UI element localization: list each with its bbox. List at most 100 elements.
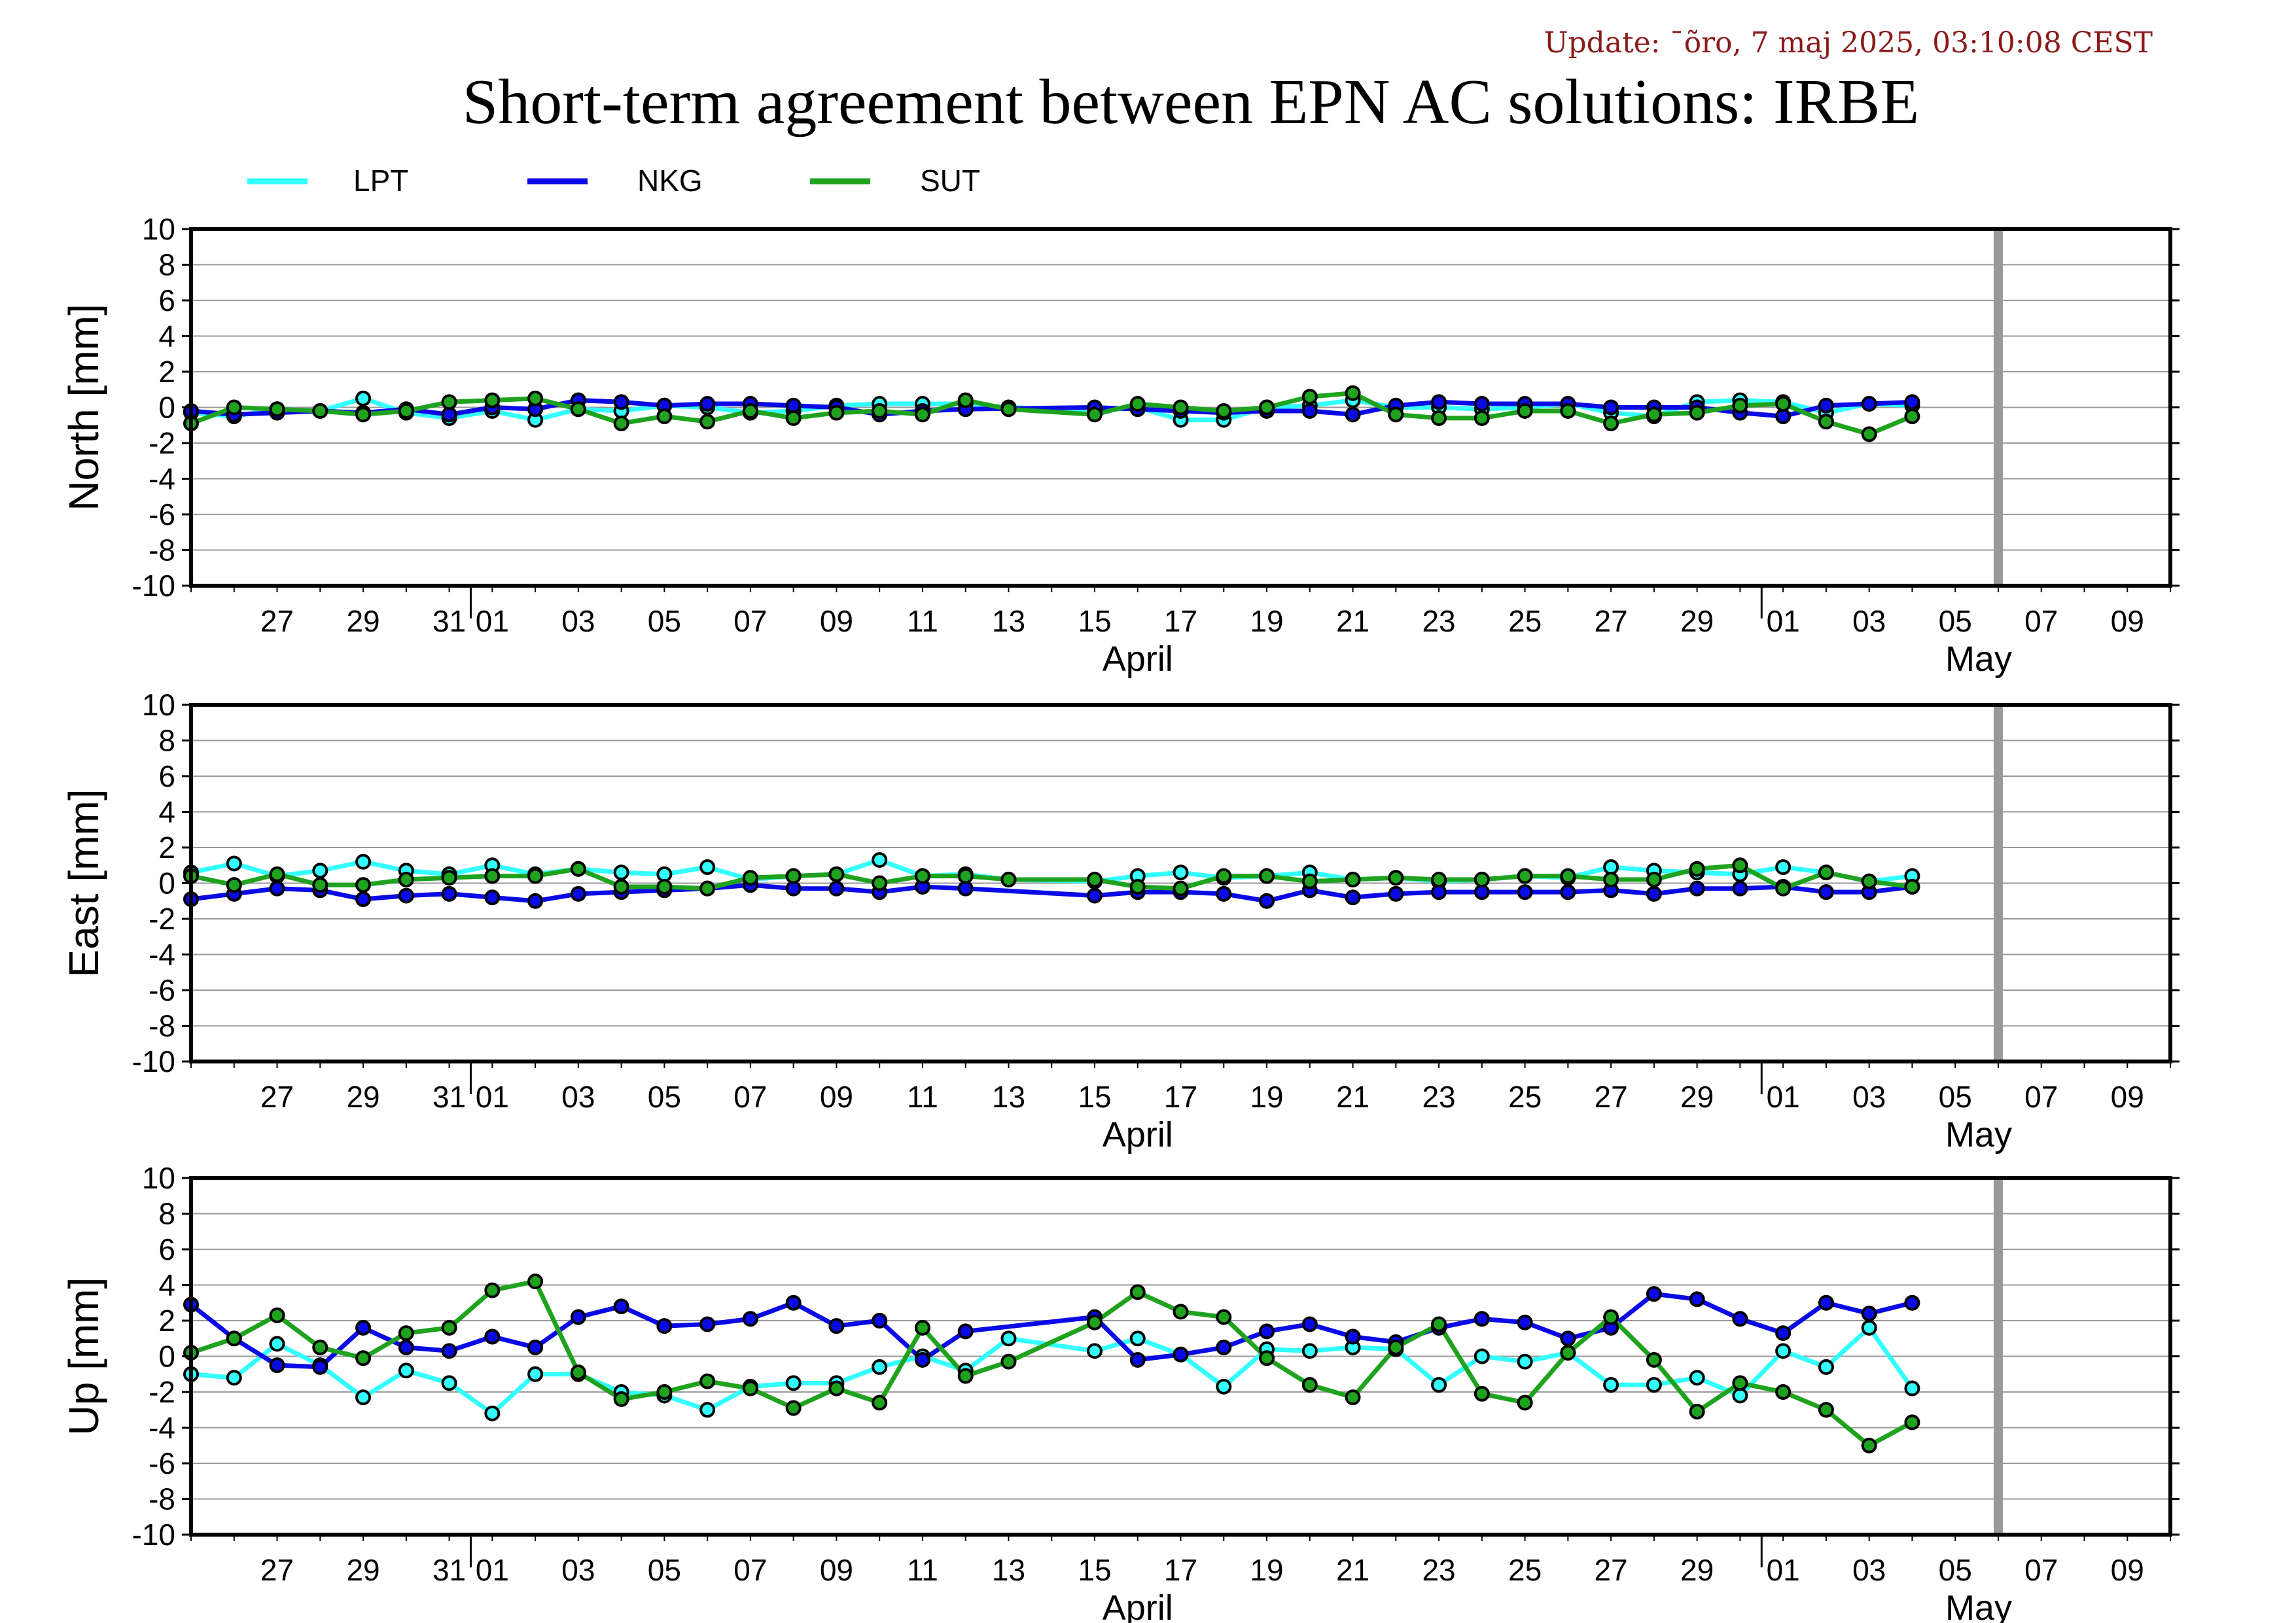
data-point-sut xyxy=(914,1319,930,1336)
y-tick-label: 10 xyxy=(142,212,175,246)
data-point-sut xyxy=(1129,878,1146,895)
data-point-sut xyxy=(872,1395,888,1411)
data-point-sut xyxy=(1086,872,1103,888)
x-tick-label: 05 xyxy=(1939,604,1972,638)
data-point-nkg xyxy=(828,1318,845,1334)
data-point-sut xyxy=(1216,868,1232,884)
data-point-nkg xyxy=(1861,1306,1877,1322)
data-point-sut xyxy=(269,1307,285,1323)
data-point-lpt xyxy=(699,859,716,875)
x-tick-label: 09 xyxy=(2111,1080,2144,1114)
x-tick-label: 21 xyxy=(1336,1080,1369,1114)
x-tick-label: 07 xyxy=(733,604,767,638)
x-tick-label: 21 xyxy=(1336,1553,1369,1587)
data-point-lpt xyxy=(872,852,888,868)
data-point-sut xyxy=(570,861,586,877)
data-point-sut xyxy=(484,392,501,408)
data-point-sut xyxy=(312,402,328,419)
data-point-nkg xyxy=(269,880,285,897)
data-point-nkg xyxy=(1861,396,1877,412)
data-point-sut xyxy=(1259,399,1275,416)
x-tick-label: 01 xyxy=(476,604,509,638)
data-point-sut xyxy=(1431,872,1447,888)
data-point-nkg xyxy=(1129,1351,1146,1368)
data-point-lpt xyxy=(1732,1387,1748,1404)
x-tick-label: 29 xyxy=(1680,604,1714,638)
data-point-sut xyxy=(1904,878,1920,895)
y-tick-label: -4 xyxy=(149,1411,175,1445)
data-point-lpt xyxy=(1603,1377,1619,1393)
y-tick-label: -10 xyxy=(132,1044,175,1079)
data-point-sut xyxy=(527,390,544,406)
data-point-nkg xyxy=(1474,396,1490,412)
x-tick-label: 03 xyxy=(561,1080,595,1114)
legend: LPT NKG SUT xyxy=(247,164,980,198)
data-point-sut xyxy=(957,1368,974,1384)
data-point-sut xyxy=(872,875,888,891)
x-tick-label: 23 xyxy=(1422,1553,1455,1587)
data-point-sut xyxy=(742,1380,758,1397)
data-point-sut xyxy=(828,866,845,882)
x-tick-label: 11 xyxy=(907,1080,938,1114)
data-point-lpt xyxy=(1689,1370,1705,1386)
data-point-sut xyxy=(312,1339,328,1355)
data-point-sut xyxy=(1517,868,1533,884)
data-point-nkg xyxy=(1904,394,1920,410)
y-tick-label: 4 xyxy=(158,1268,175,1302)
x-tick-label: 29 xyxy=(346,1553,380,1587)
x-tick-label: 05 xyxy=(1939,1080,1972,1114)
data-point-nkg xyxy=(957,1323,974,1340)
x-tick-label: 13 xyxy=(992,1553,1025,1587)
y-tick-label: 2 xyxy=(158,1304,175,1338)
data-point-nkg xyxy=(785,1294,802,1311)
data-point-nkg xyxy=(398,1339,414,1355)
data-point-nkg xyxy=(1904,1294,1920,1311)
data-point-sut xyxy=(914,406,930,423)
y-tick-label: -4 xyxy=(149,462,175,496)
x-tick-label: 27 xyxy=(1595,1080,1628,1114)
x-tick-label: 01 xyxy=(476,1080,509,1114)
data-point-sut xyxy=(699,880,716,897)
data-point-sut xyxy=(656,1384,673,1400)
data-point-lpt xyxy=(1474,1348,1490,1364)
data-point-sut xyxy=(1474,410,1490,426)
data-point-nkg xyxy=(484,1329,501,1345)
data-point-sut xyxy=(441,1319,457,1336)
month-label: April xyxy=(1103,639,1173,679)
data-point-nkg xyxy=(699,1316,716,1332)
data-point-sut xyxy=(1689,1403,1705,1419)
x-tick-label: 29 xyxy=(1680,1080,1714,1114)
y-tick-label: 6 xyxy=(158,759,175,793)
data-point-sut xyxy=(355,1350,372,1366)
data-point-nkg xyxy=(872,1313,888,1329)
x-tick-label: 17 xyxy=(1164,1080,1197,1114)
data-point-sut xyxy=(441,870,457,886)
data-point-nkg xyxy=(398,887,414,904)
y-tick-label: 4 xyxy=(158,795,175,829)
y-tick-label: -6 xyxy=(149,1446,175,1480)
y-tick-label: -10 xyxy=(132,1518,175,1552)
data-point-lpt xyxy=(1818,1359,1834,1375)
x-tick-label: 13 xyxy=(992,1080,1025,1114)
data-point-sut xyxy=(1861,1437,1877,1454)
series-line-sut xyxy=(190,863,1913,891)
data-point-sut xyxy=(1517,402,1533,419)
y-tick-label: 10 xyxy=(142,688,175,722)
data-point-sut xyxy=(527,1274,544,1290)
data-point-sut xyxy=(1818,414,1834,430)
x-tick-label: 07 xyxy=(2024,1553,2058,1587)
x-tick-label: 05 xyxy=(1939,1553,1972,1587)
data-point-sut xyxy=(1474,872,1490,888)
data-point-sut xyxy=(1301,1377,1318,1393)
data-point-nkg xyxy=(1259,893,1275,909)
data-point-sut xyxy=(1000,1353,1017,1370)
data-point-sut xyxy=(1646,872,1662,888)
data-point-sut xyxy=(785,868,802,884)
data-point-sut xyxy=(269,401,285,418)
x-tick-label: 23 xyxy=(1422,1080,1455,1114)
data-point-sut xyxy=(1086,406,1103,423)
data-point-sut xyxy=(1603,872,1619,888)
data-point-sut xyxy=(656,878,673,895)
y-tick-label: -2 xyxy=(149,902,175,936)
data-point-nkg xyxy=(1474,1311,1490,1327)
